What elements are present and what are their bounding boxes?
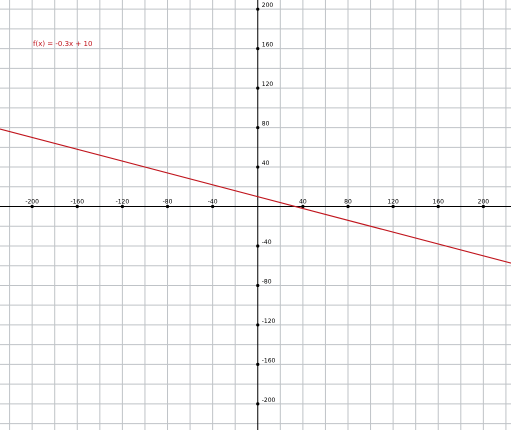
x-tick-mark (481, 204, 485, 209)
function-label: f(x) = -0.3x + 10 (33, 40, 92, 48)
x-tick-mark (301, 204, 305, 209)
x-tick-label: -120 (116, 199, 130, 206)
axis-tick-labels: -200 -160 -120 -80 -40 40 80 120 160 200 200 160 120… (25, 2, 489, 404)
y-tick-label: -200 (262, 397, 276, 404)
x-tick-label: -80 (163, 199, 173, 206)
y-tick-mark (256, 362, 260, 366)
x-tick-label: 120 (387, 199, 399, 206)
y-tick-label: 160 (262, 42, 274, 49)
y-tick-mark (256, 244, 260, 248)
x-tick-label: 160 (433, 199, 445, 206)
y-tick-mark (256, 402, 260, 406)
series-line (0, 128, 511, 264)
axis-ticks (30, 7, 485, 406)
y-tick-mark (256, 165, 260, 169)
y-tick-label: -40 (262, 239, 272, 246)
y-tick-label: 200 (262, 2, 274, 9)
x-tick-label: 40 (299, 199, 307, 206)
x-tick-label: -40 (208, 199, 218, 206)
series-group (0, 128, 511, 264)
y-tick-mark (256, 47, 260, 51)
y-tick-mark (256, 323, 260, 327)
x-tick-mark (30, 204, 34, 209)
x-tick-mark (346, 204, 350, 209)
x-tick-label: 200 (478, 199, 490, 206)
y-tick-label: 40 (262, 160, 270, 167)
y-tick-mark (256, 125, 260, 130)
y-tick-mark (256, 7, 260, 11)
x-tick-mark (165, 204, 170, 209)
x-tick-label: -160 (70, 199, 84, 206)
y-tick-label: 120 (262, 81, 274, 88)
x-tick-label: -200 (25, 199, 39, 206)
y-tick-mark (256, 86, 260, 90)
x-tick-mark (436, 204, 440, 209)
y-tick-label: -120 (262, 318, 276, 325)
y-tick-label: 80 (262, 121, 270, 128)
x-tick-mark (391, 204, 395, 209)
y-tick-label: -80 (262, 278, 272, 285)
x-tick-mark (75, 204, 79, 209)
y-tick-mark (256, 283, 260, 288)
x-tick-mark (120, 204, 124, 209)
x-tick-label: 80 (344, 199, 352, 206)
x-tick-mark (211, 204, 215, 209)
y-tick-label: -160 (262, 357, 276, 364)
